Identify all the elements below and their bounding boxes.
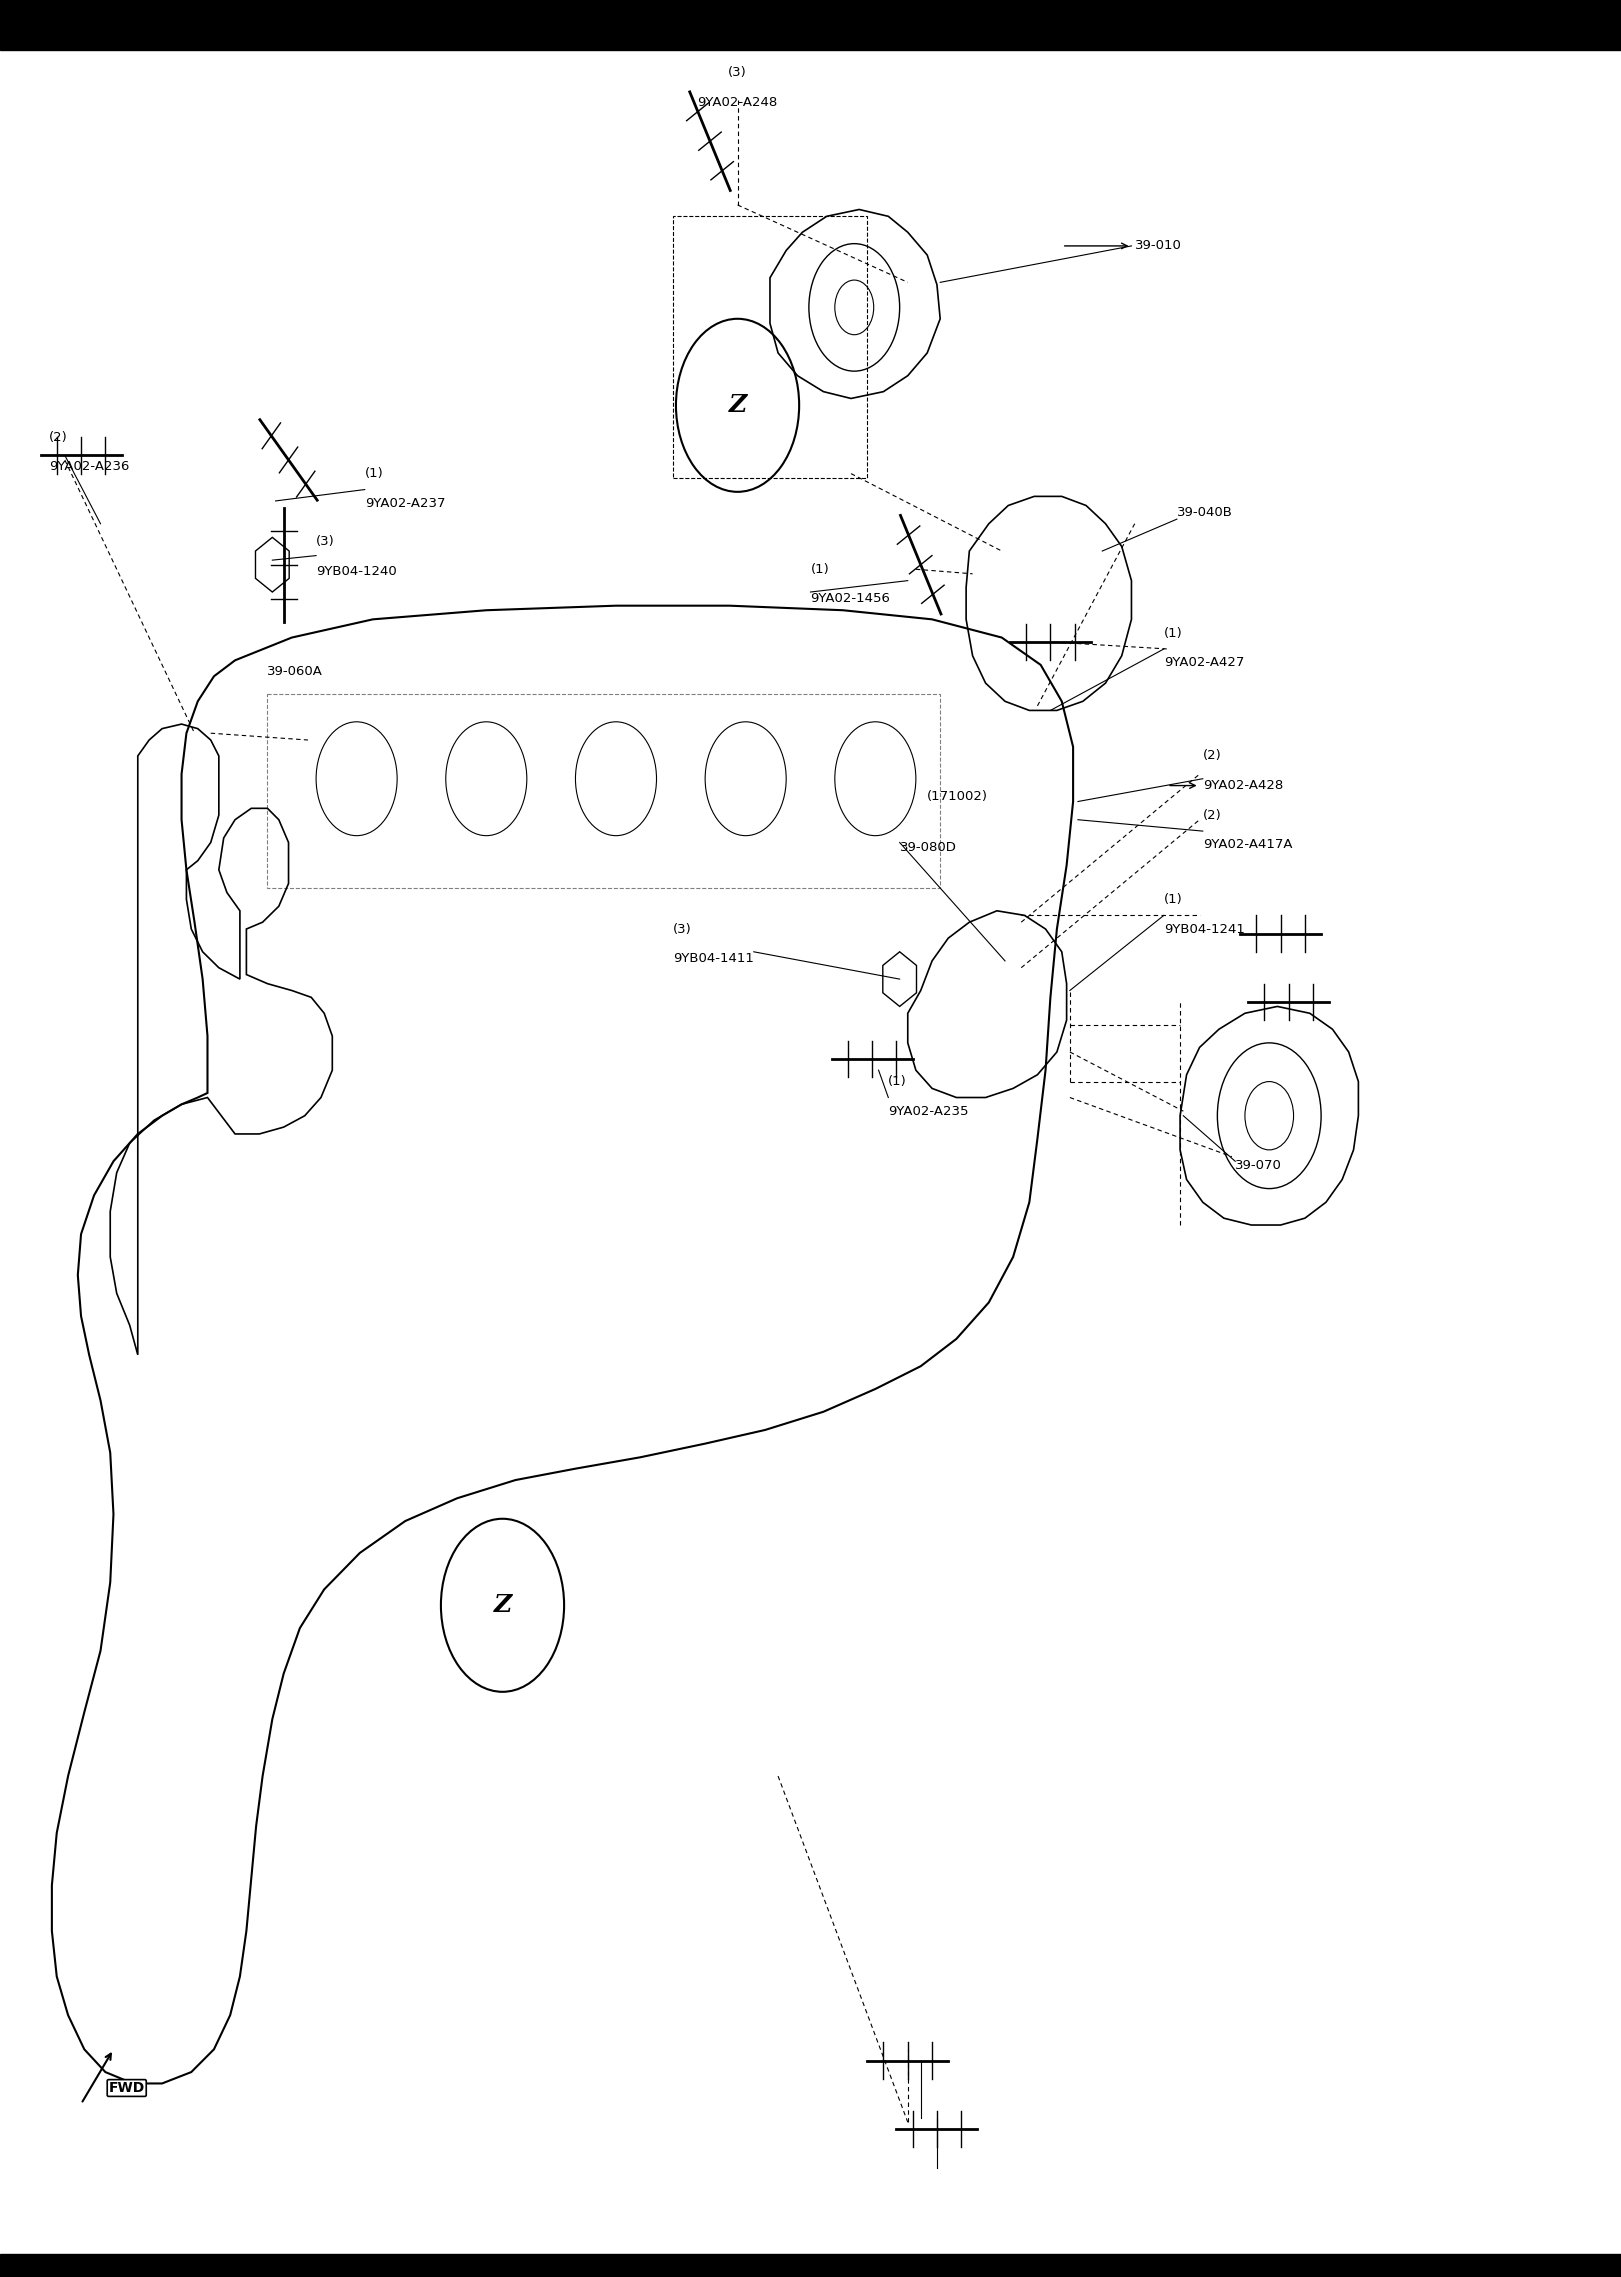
Text: (1): (1)	[888, 1075, 908, 1088]
Text: 39-010: 39-010	[1135, 239, 1182, 253]
Text: 39-080D: 39-080D	[900, 840, 956, 854]
Text: (1): (1)	[1164, 893, 1183, 906]
Text: (1): (1)	[365, 467, 384, 480]
Text: Z: Z	[493, 1594, 512, 1617]
Text: 9YB04-1241: 9YB04-1241	[1164, 922, 1245, 936]
Text: 39-070: 39-070	[1235, 1159, 1282, 1173]
Text: (1): (1)	[810, 562, 830, 576]
Text: 39-040B: 39-040B	[1177, 505, 1232, 519]
Text: (2): (2)	[1203, 808, 1222, 822]
Text: 9YB04-1240: 9YB04-1240	[316, 565, 397, 578]
Text: 9YB04-1411: 9YB04-1411	[673, 952, 754, 965]
Text: 9YA02-A235: 9YA02-A235	[888, 1104, 969, 1118]
Text: 9YA02-A248: 9YA02-A248	[697, 96, 778, 109]
Text: 39-060A: 39-060A	[267, 665, 323, 679]
Text: (3): (3)	[673, 922, 692, 936]
Text: FWD: FWD	[109, 2081, 144, 2095]
Text: Z: Z	[728, 394, 747, 417]
Bar	[0, 0, 1621, 50]
Text: (2): (2)	[1203, 749, 1222, 763]
Text: 9YA02-A236: 9YA02-A236	[49, 460, 130, 474]
Text: 9YA02-A417A: 9YA02-A417A	[1203, 838, 1292, 852]
Bar	[0, 2254, 1621, 2277]
Text: (3): (3)	[728, 66, 747, 80]
Text: 9YA02-A237: 9YA02-A237	[365, 496, 446, 510]
Text: 9YA02-1456: 9YA02-1456	[810, 592, 890, 606]
Text: 9YA02-A428: 9YA02-A428	[1203, 779, 1284, 792]
Text: (3): (3)	[316, 535, 336, 549]
Text: (2): (2)	[49, 430, 68, 444]
Text: (1): (1)	[1164, 626, 1183, 640]
Text: 9YA02-A427: 9YA02-A427	[1164, 656, 1245, 669]
Text: (171002): (171002)	[927, 790, 989, 804]
